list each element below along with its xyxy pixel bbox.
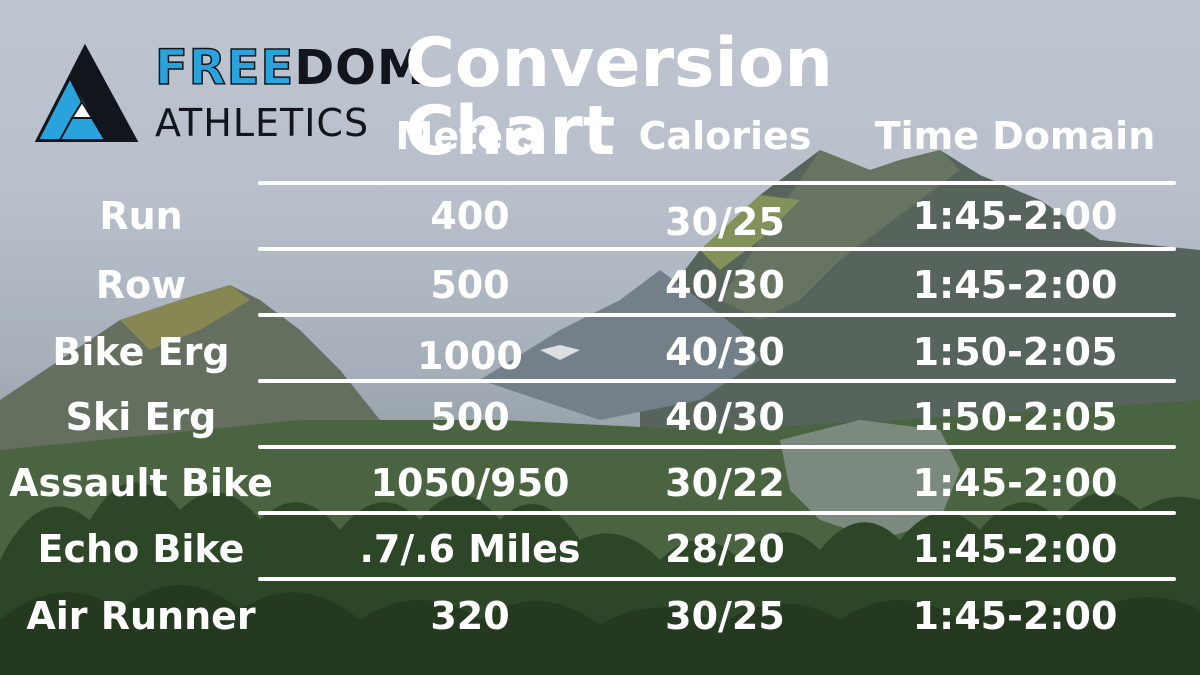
column-header-meters: Meters [395, 114, 545, 158]
meters-value: 1000 [417, 334, 523, 378]
meters-value: 320 [430, 594, 510, 638]
table-divider [258, 313, 1176, 317]
row-label: Assault Bike [9, 461, 273, 505]
right-mountain-ridge [720, 150, 960, 320]
row-label: Air Runner [26, 594, 256, 638]
time-value: 1:45-2:00 [912, 527, 1118, 571]
table-divider [258, 445, 1176, 449]
table-divider [258, 247, 1176, 251]
page-title: Conversion Chart [405, 24, 833, 171]
calories-value: 28/20 [665, 527, 785, 571]
table-divider [258, 379, 1176, 383]
freedom-athletics-logo [34, 43, 139, 142]
left-mountain-slope [120, 285, 250, 350]
row-label: Ski Erg [65, 395, 217, 439]
time-value: 1:45-2:00 [912, 263, 1118, 307]
time-value: 1:50-2:05 [912, 330, 1118, 374]
table-divider [258, 577, 1176, 581]
right-mountain-slope [700, 195, 800, 270]
calories-value: 30/22 [665, 461, 785, 505]
time-value: 1:50-2:05 [912, 395, 1118, 439]
time-value: 1:45-2:00 [912, 594, 1118, 638]
calories-value: 40/30 [665, 330, 785, 374]
snow-patch [540, 345, 580, 360]
meters-value: .7/.6 Miles [359, 527, 581, 571]
table-divider [258, 511, 1176, 515]
calories-value: 30/25 [665, 594, 785, 638]
brand-name: FREEDOM [154, 43, 426, 93]
time-value: 1:45-2:00 [912, 461, 1118, 505]
row-label: Run [99, 194, 183, 238]
logo-triangle-dark [70, 48, 135, 140]
time-value: 1:45-2:00 [912, 194, 1118, 238]
forest-foreground [0, 585, 1200, 675]
brand-name-part1: FREE [154, 40, 295, 96]
calories-value: 40/30 [665, 263, 785, 307]
column-header-time-domain: Time Domain [874, 114, 1156, 158]
calories-value: 30/25 [665, 200, 785, 244]
logo-triangle-center [70, 100, 94, 119]
brand-subtitle: ATHLETICS [155, 101, 370, 145]
cliff-face [780, 420, 960, 540]
brand-name-part2: DOM [294, 40, 426, 96]
meters-value: 400 [430, 194, 510, 238]
meters-value: 500 [430, 395, 510, 439]
meters-value: 500 [430, 263, 510, 307]
row-label: Echo Bike [37, 527, 245, 571]
row-label: Bike Erg [52, 330, 230, 374]
calories-value: 40/30 [665, 395, 785, 439]
column-header-calories: Calories [638, 114, 812, 158]
table-divider [258, 181, 1176, 185]
row-label: Row [95, 263, 187, 307]
meters-value: 1050/950 [370, 461, 570, 505]
